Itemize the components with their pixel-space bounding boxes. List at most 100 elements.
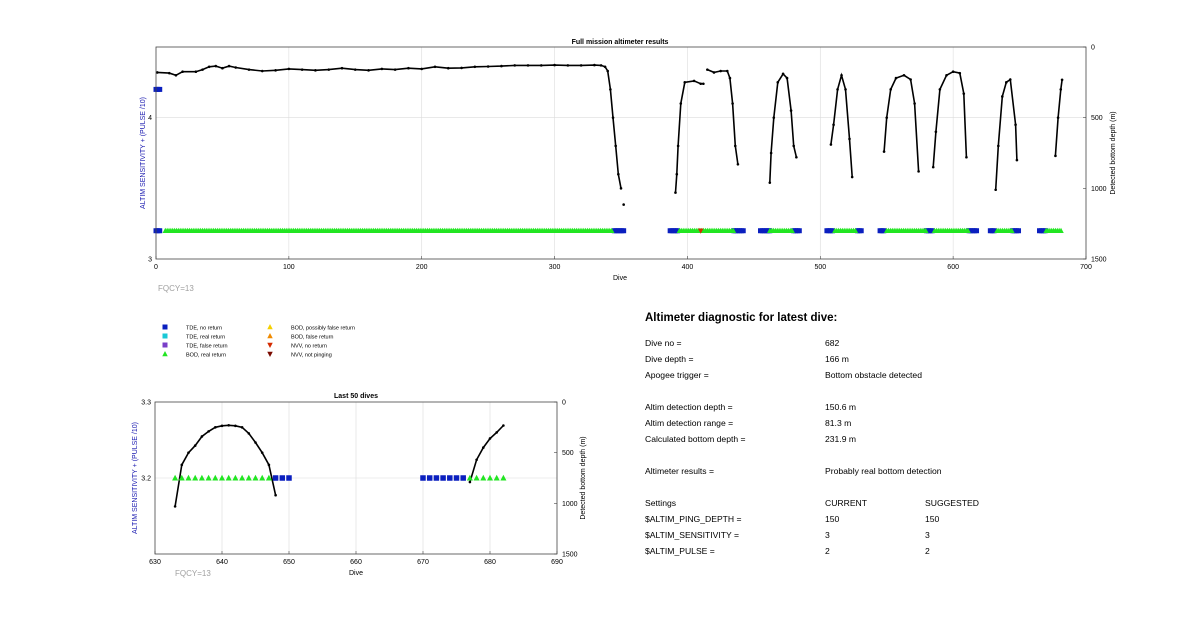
- calc-depth-row: Calculated bottom depth = 231.9 m: [645, 434, 1185, 450]
- y-right-tick-label: 1000: [1091, 186, 1107, 193]
- marker: [185, 474, 192, 481]
- depth-point: [174, 73, 178, 77]
- altim-depth-value: 150.6 m: [825, 402, 857, 412]
- depth-point: [781, 72, 785, 76]
- depth-point: [889, 88, 892, 91]
- dive-depth-label: Dive depth =: [645, 354, 694, 364]
- depth-point: [353, 68, 357, 71]
- bottom-chart-ylabel-left: ALTIM SENSITIVITY + (PULSE /10): [132, 422, 139, 534]
- marker: [440, 475, 446, 481]
- depth-point: [1004, 81, 1008, 84]
- altim-range-value: 81.3 m: [825, 418, 852, 428]
- depth-point: [776, 81, 780, 84]
- top-chart-frame: [155, 46, 1087, 260]
- depth-point: [792, 144, 796, 148]
- depth-point: [909, 78, 912, 81]
- depth-point: [220, 424, 224, 428]
- legend-marker: [267, 351, 273, 357]
- bottom-chart-fqcy: FQCY=13: [175, 569, 211, 578]
- results-value: Probably real bottom detection: [825, 466, 942, 476]
- x-tick-label: 640: [216, 559, 228, 566]
- marker: [198, 474, 205, 481]
- top-chart-x-ticks: 0 100 200 300 400 500 600 700: [154, 256, 1092, 271]
- marker: [205, 474, 212, 481]
- sensitivity-row: $ALTIM_SENSITIVITY = 3 3: [645, 530, 1185, 546]
- depth-line-segment: [769, 72, 798, 183]
- depth-point: [733, 144, 737, 148]
- depth-point: [468, 480, 472, 484]
- marker: [1058, 227, 1064, 233]
- marker: [1009, 227, 1015, 233]
- top-chart-fqcy: FQCY=13: [158, 284, 194, 293]
- top-chart-xlabel: Dive: [613, 275, 627, 282]
- marker: [697, 228, 704, 234]
- depth-point: [848, 137, 851, 141]
- depth-point: [840, 73, 843, 77]
- depth-point: [260, 69, 264, 73]
- depth-point: [240, 426, 244, 429]
- depth-point: [1054, 154, 1057, 158]
- marker: [218, 474, 226, 481]
- depth-point: [882, 150, 886, 153]
- depth-point: [945, 73, 948, 77]
- marker: [232, 474, 239, 481]
- y-right-tick-label: 500: [562, 450, 574, 457]
- suggested-header: SUGGESTED: [925, 498, 979, 508]
- depth-point: [446, 66, 450, 70]
- depth-point: [832, 123, 835, 127]
- depth-point: [1060, 78, 1064, 82]
- marker: [493, 474, 500, 481]
- results-row: Altimeter results = Probably real bottom…: [645, 466, 1185, 482]
- depth-point: [367, 69, 370, 72]
- depth-point: [894, 76, 898, 80]
- top-chart: Full mission altimeter results 0 100 200 30…: [140, 39, 1117, 293]
- depth-point: [327, 68, 331, 71]
- legend-marker: [267, 324, 273, 330]
- depth-point: [599, 64, 603, 67]
- legend-marker: [267, 342, 273, 348]
- depth-point: [475, 458, 478, 462]
- top-chart-y-ticks: 3 4 0 500 1000 1500: [148, 45, 1107, 264]
- depth-point: [902, 73, 906, 77]
- depth-point: [173, 505, 177, 508]
- depth-point: [221, 66, 224, 70]
- depth-point: [227, 64, 231, 68]
- depth-point: [460, 66, 463, 70]
- depth-line-segment: [174, 424, 277, 507]
- apogee-value: Bottom obstacle detected: [825, 370, 922, 380]
- y-left-tick-label: 3.2: [141, 476, 151, 483]
- results-label: Altimeter results =: [645, 466, 715, 476]
- marker: [239, 474, 246, 481]
- settings-header-row: Settings CURRENT SUGGESTED: [645, 498, 1185, 514]
- depth-point: [725, 69, 729, 73]
- depth-point: [214, 64, 218, 68]
- depth-point: [267, 463, 271, 467]
- dive-no-label: Dive no =: [645, 338, 682, 348]
- y-left-tick-label: 4: [148, 115, 152, 122]
- marker: [965, 227, 971, 233]
- y-right-tick-label: 0: [1091, 45, 1095, 52]
- y-left-tick-label: 3: [148, 257, 152, 264]
- marker: [178, 474, 185, 481]
- depth-line-segment: [674, 80, 704, 193]
- legend-marker: [162, 324, 168, 330]
- marker: [286, 475, 292, 481]
- depth-point: [420, 67, 424, 71]
- legend-marker: [162, 333, 168, 339]
- depth-point: [795, 155, 798, 159]
- depth-point: [513, 64, 517, 67]
- marker: [991, 228, 997, 234]
- sensitivity-label: $ALTIM_SENSITIVITY =: [645, 530, 740, 540]
- depth-line-segment: [1054, 79, 1063, 156]
- depth-point: [200, 435, 204, 438]
- diagnostic-panel: Altimeter diagnostic for latest dive: Di…: [645, 312, 1185, 562]
- depth-point: [679, 102, 683, 105]
- marker: [447, 475, 453, 481]
- legend-label: TDE, no return: [186, 325, 222, 331]
- marker: [192, 474, 199, 481]
- sensitivity-suggested: 3: [925, 530, 930, 540]
- depth-point: [495, 431, 499, 434]
- depth-point: [702, 82, 705, 86]
- y-right-tick-label: 1000: [562, 501, 578, 508]
- depth-point: [502, 424, 505, 427]
